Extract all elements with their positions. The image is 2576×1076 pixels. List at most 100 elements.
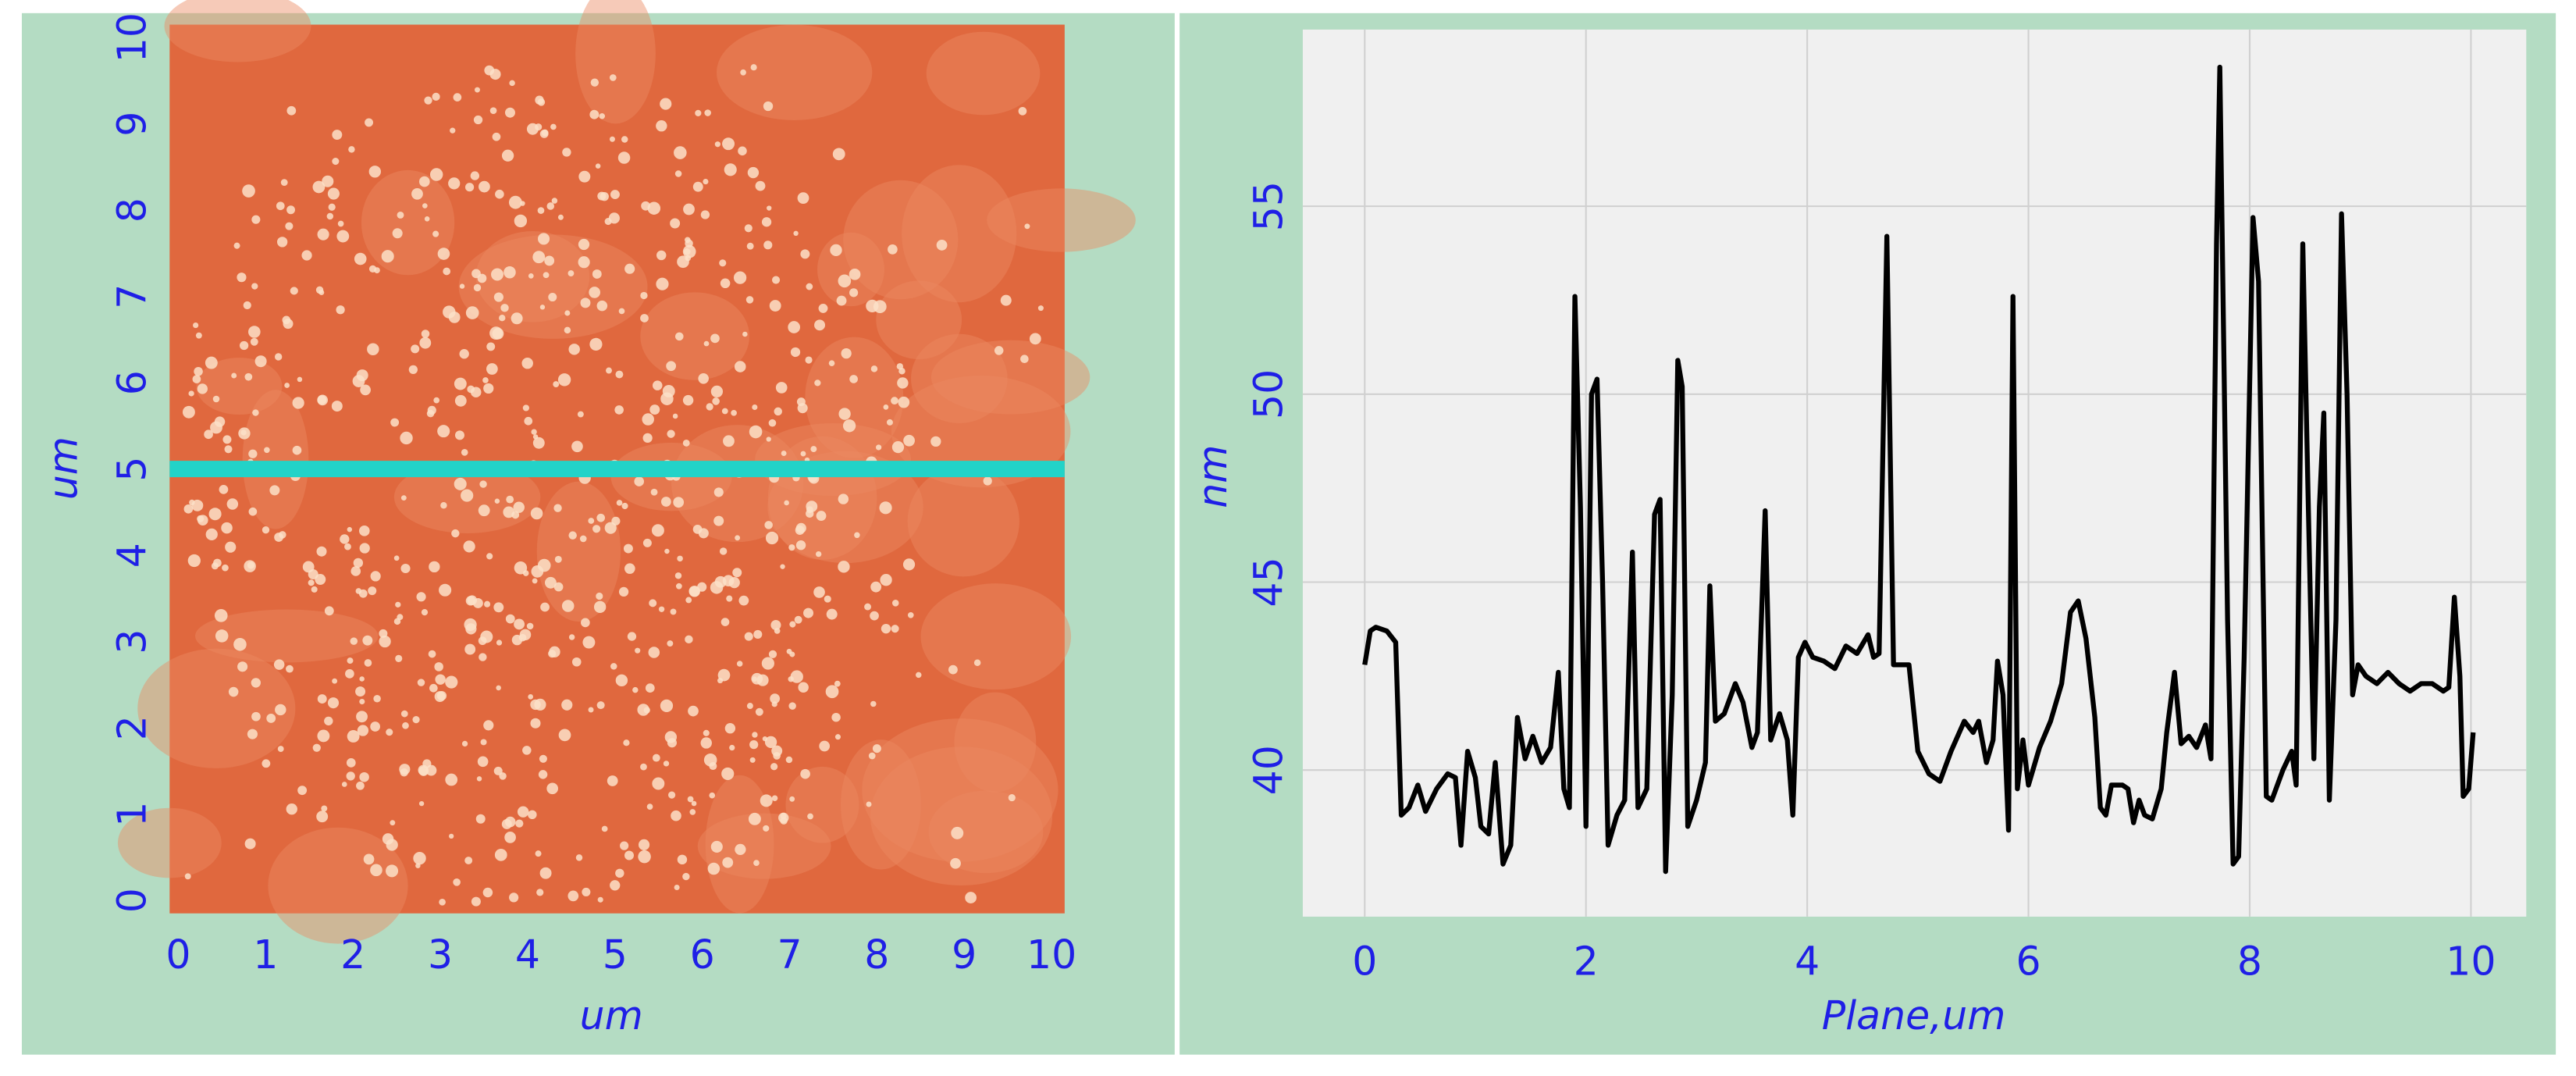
grain	[400, 710, 408, 718]
grain	[521, 357, 533, 369]
grain	[660, 392, 674, 405]
grain	[828, 360, 835, 366]
grain	[475, 814, 486, 824]
grain	[519, 629, 532, 641]
grain	[682, 244, 696, 258]
grain	[492, 132, 501, 141]
grain	[344, 543, 351, 550]
grain	[493, 766, 503, 775]
grain	[539, 305, 546, 310]
grain	[824, 595, 831, 603]
grain	[785, 756, 793, 764]
grain	[432, 92, 440, 101]
grain	[872, 744, 881, 754]
grain	[470, 387, 482, 398]
grain	[264, 447, 270, 454]
grain	[660, 98, 672, 110]
grain	[713, 487, 724, 497]
grain	[590, 78, 600, 87]
grain	[640, 291, 648, 300]
grain	[849, 375, 858, 383]
grain	[674, 572, 682, 579]
grain	[778, 812, 789, 823]
grain	[692, 181, 703, 192]
grain	[575, 854, 583, 861]
grain	[550, 123, 557, 130]
terrace	[862, 718, 1059, 862]
grain	[735, 535, 741, 541]
grain	[794, 615, 802, 624]
grain	[762, 736, 768, 742]
grain	[528, 693, 534, 700]
grain	[568, 344, 580, 355]
grain	[208, 508, 222, 521]
grain	[936, 240, 948, 251]
grain	[315, 574, 326, 586]
grain	[215, 629, 229, 643]
grain	[274, 353, 283, 361]
grain	[596, 300, 608, 312]
grain	[627, 632, 637, 641]
grain	[706, 403, 713, 411]
grain	[477, 756, 489, 768]
grain	[483, 720, 494, 731]
terrace	[870, 746, 1053, 886]
grain	[562, 148, 571, 157]
grain	[830, 244, 842, 257]
grain	[471, 896, 481, 907]
grain	[891, 397, 898, 405]
grain	[311, 586, 318, 593]
grain	[774, 407, 782, 416]
terrace	[536, 481, 621, 622]
terrace	[891, 376, 1071, 488]
grain	[707, 862, 720, 875]
x-tick-label: 0	[1352, 938, 1377, 984]
grain	[761, 657, 774, 670]
grain	[524, 416, 533, 426]
grain	[297, 786, 308, 796]
grain	[814, 379, 821, 387]
grain	[359, 698, 365, 705]
grain	[642, 413, 654, 426]
grain	[589, 287, 600, 298]
terrace	[640, 292, 750, 380]
grain	[674, 884, 680, 890]
terrace	[164, 0, 311, 62]
grain	[495, 189, 504, 199]
grain	[205, 528, 218, 540]
grain	[336, 305, 345, 315]
grain	[432, 230, 439, 237]
grain	[703, 753, 717, 767]
grain	[251, 711, 261, 721]
grain	[675, 583, 682, 590]
grain	[538, 770, 548, 779]
grain	[347, 730, 360, 743]
grain	[499, 772, 507, 780]
grain	[286, 664, 294, 673]
grain	[501, 149, 514, 162]
grain	[771, 745, 783, 757]
grain	[916, 672, 922, 679]
grain	[674, 332, 684, 341]
grain	[532, 251, 546, 264]
grain	[604, 522, 617, 534]
grain	[1020, 355, 1029, 364]
grain	[832, 148, 845, 161]
grain	[479, 480, 487, 488]
grain	[647, 201, 661, 215]
grain	[418, 764, 429, 776]
y-tick-label: 4	[109, 543, 155, 568]
grain	[617, 151, 631, 164]
grain	[649, 599, 657, 607]
grain	[244, 838, 256, 850]
grain	[402, 721, 409, 729]
grain	[764, 736, 777, 748]
grain	[221, 522, 233, 534]
grain	[683, 203, 695, 216]
grain	[332, 157, 340, 166]
y-tick-label: 1	[109, 802, 155, 827]
grain	[618, 308, 625, 315]
grain	[703, 340, 710, 347]
x-tick-label: 4	[1795, 938, 1820, 984]
grain	[461, 740, 468, 747]
